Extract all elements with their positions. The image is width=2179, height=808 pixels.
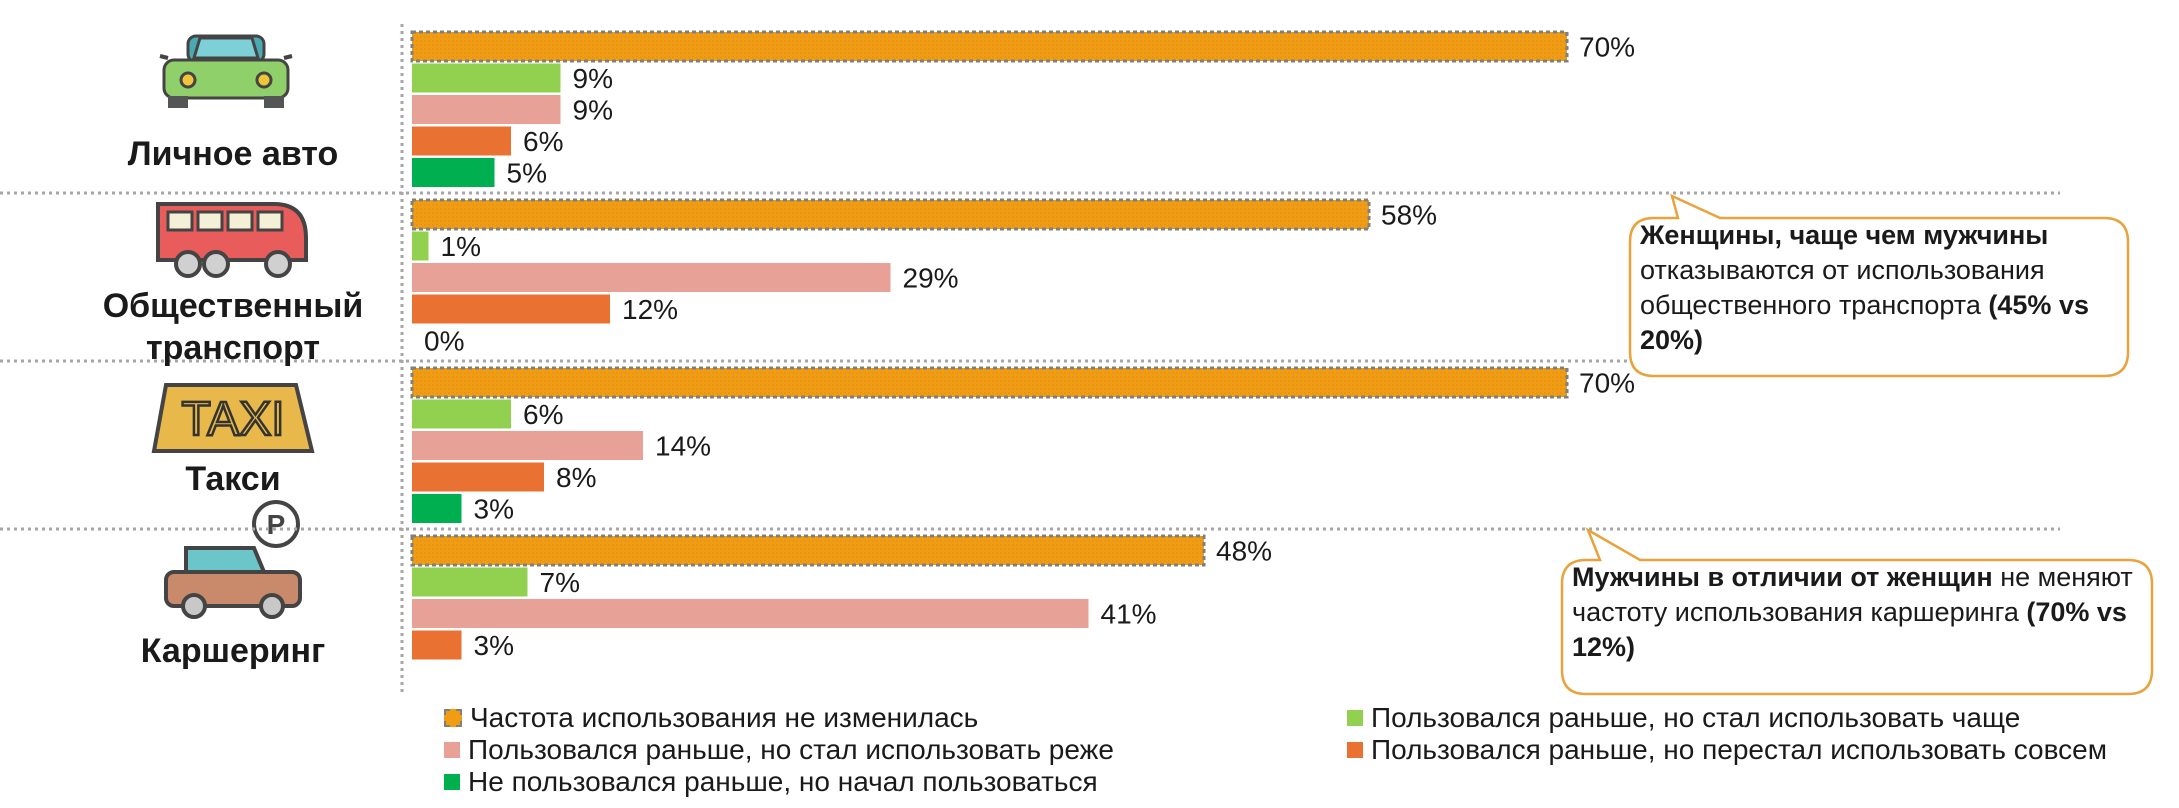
legend-item-started: Не пользовался раньше, но начал пользова… bbox=[444, 766, 1098, 798]
legend-swatch-stopped bbox=[1347, 742, 1363, 758]
data-label-public-transport-more-often: 1% bbox=[441, 231, 481, 262]
legend-item-stopped: Пользовался раньше, но перестал использо… bbox=[1347, 734, 2107, 766]
bar-carsharing-unchanged bbox=[410, 534, 1206, 567]
data-label-private-car-less-often: 9% bbox=[573, 95, 613, 126]
category-label-private-car: Личное авто bbox=[127, 135, 339, 173]
legend-swatch-unchanged bbox=[444, 709, 462, 727]
data-label-private-car-more-often: 9% bbox=[573, 63, 613, 94]
legend-item-unchanged: Частота использования не изменилась bbox=[444, 702, 978, 734]
data-label-taxi-started: 3% bbox=[474, 494, 514, 525]
data-label-public-transport-less-often: 29% bbox=[903, 263, 959, 294]
callout-2-bold: Мужчины в отличии от женщин bbox=[1572, 562, 1993, 592]
data-label-taxi-less-often: 14% bbox=[655, 431, 711, 462]
bar-carsharing-stopped bbox=[412, 630, 462, 660]
legend-item-more-often: Пользовался раньше, но стал использовать… bbox=[1347, 702, 2020, 734]
callout-1-shape bbox=[1628, 193, 2130, 378]
data-label-private-car-unchanged: 70% bbox=[1579, 32, 1635, 63]
data-label-public-transport-stopped: 12% bbox=[622, 294, 678, 325]
legend-label-less-often: Пользовался раньше, но стал использовать… bbox=[468, 734, 1114, 765]
bar-public-transport-less-often bbox=[412, 263, 891, 292]
legend-label-unchanged: Частота использования не изменилась bbox=[470, 702, 979, 733]
data-label-public-transport-started: 0% bbox=[424, 326, 464, 357]
callout-2-text: не меняют частоту использования каршерин… bbox=[1572, 562, 2133, 627]
legend-swatch-started bbox=[444, 774, 460, 790]
callout-1-text: отказываются от использования общественн… bbox=[1640, 255, 2045, 320]
callout-carsharing: Мужчины в отличии от женщин не меняют ча… bbox=[1572, 560, 2172, 665]
bar-carsharing-less-often bbox=[412, 599, 1089, 628]
category-label-taxi: Такси bbox=[185, 460, 281, 498]
callout-1-stat: (45% vs 20%) bbox=[1640, 290, 2089, 355]
data-label-carsharing-stopped: 3% bbox=[474, 630, 514, 661]
callout-1-bold: Женщины, чаще чем мужчины bbox=[1640, 220, 2049, 250]
legend-label-stopped: Пользовался раньше, но перестал использо… bbox=[1371, 734, 2107, 765]
callout-public-transport: Женщины, чаще чем мужчины отказываются о… bbox=[1640, 218, 2140, 358]
data-label-public-transport-unchanged: 58% bbox=[1381, 200, 1437, 231]
bar-taxi-less-often bbox=[412, 431, 643, 460]
data-label-carsharing-less-often: 41% bbox=[1101, 599, 1157, 630]
bar-taxi-more-often bbox=[412, 399, 511, 429]
bar-private-car-more-often bbox=[412, 63, 561, 93]
data-label-private-car-stopped: 6% bbox=[523, 126, 563, 157]
legend-label-started: Не пользовался раньше, но начал пользова… bbox=[468, 766, 1098, 797]
bar-public-transport-more-often bbox=[412, 231, 429, 261]
bar-public-transport-unchanged bbox=[410, 198, 1371, 231]
legend-label-more-often: Пользовался раньше, но стал использовать… bbox=[1371, 702, 2021, 733]
legend-swatch-less-often bbox=[444, 742, 460, 758]
bus-icon bbox=[156, 202, 308, 278]
data-label-carsharing-more-often: 7% bbox=[540, 567, 580, 598]
carsharing-icon: P bbox=[164, 500, 302, 619]
data-label-taxi-stopped: 8% bbox=[556, 462, 596, 493]
taxi-sign-text: TAXI bbox=[181, 393, 284, 446]
bar-private-car-less-often bbox=[412, 95, 561, 124]
bar-taxi-stopped bbox=[412, 462, 544, 492]
bar-carsharing-more-often bbox=[412, 567, 528, 597]
legend-item-less-often: Пользовался раньше, но стал использовать… bbox=[444, 734, 1114, 766]
bar-taxi-unchanged bbox=[410, 366, 1569, 399]
parking-sign-text: P bbox=[267, 509, 286, 540]
data-label-taxi-more-often: 6% bbox=[523, 399, 563, 430]
callout-2-shape bbox=[1560, 527, 2154, 696]
bar-private-car-started bbox=[412, 158, 495, 187]
bar-private-car-stopped bbox=[412, 126, 511, 156]
data-label-private-car-started: 5% bbox=[507, 158, 547, 189]
bar-taxi-started bbox=[412, 494, 462, 523]
bar-public-transport-stopped bbox=[412, 294, 610, 324]
bar-private-car-unchanged bbox=[410, 30, 1569, 63]
car-icon bbox=[159, 34, 293, 108]
category-label-carsharing: Каршеринг bbox=[140, 632, 326, 670]
taxi-icon: TAXI bbox=[151, 383, 315, 453]
legend-swatch-more-often bbox=[1347, 710, 1363, 726]
callout-2-stat: (70% vs 12%) bbox=[1572, 597, 2127, 662]
data-label-taxi-unchanged: 70% bbox=[1579, 368, 1635, 399]
data-label-carsharing-unchanged: 48% bbox=[1216, 536, 1272, 567]
category-label-public-transport: Общественный транспорт bbox=[102, 287, 364, 367]
